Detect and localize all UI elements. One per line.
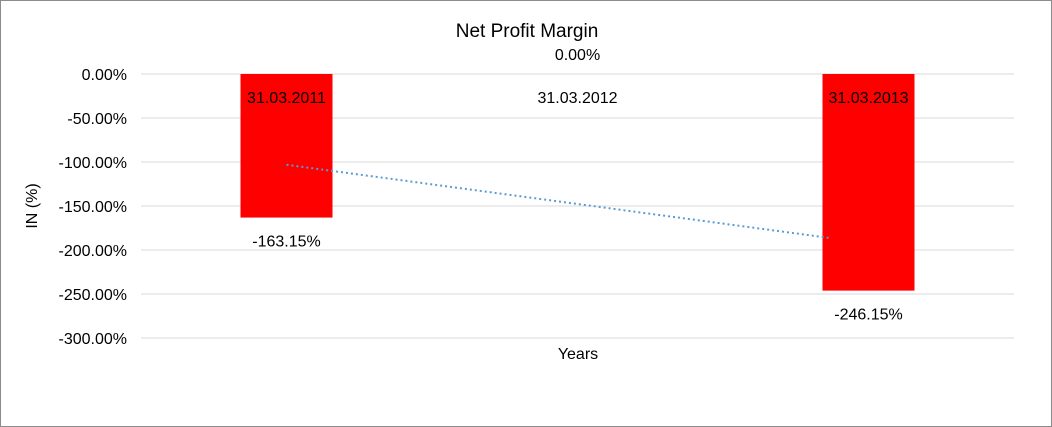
data-label: 0.00% — [555, 47, 600, 64]
data-label: -163.15% — [252, 234, 321, 251]
y-tick-label: -50.00% — [67, 111, 127, 128]
y-tick-label: 0.00% — [82, 67, 127, 84]
bar-31.03.2013 — [822, 74, 915, 291]
y-tick-label: -250.00% — [59, 287, 128, 304]
chart-title: Net Profit Margin — [456, 21, 599, 42]
y-tick-label: -150.00% — [59, 199, 128, 216]
y-tick-label: -200.00% — [59, 243, 128, 260]
y-tick-label: -100.00% — [59, 155, 128, 172]
category-labels: 31.03.2011 31.03.2012 31.03.2013 — [247, 90, 909, 107]
data-labels: -163.15% 0.00% -246.15% — [252, 47, 903, 324]
category-label: 31.03.2012 — [537, 90, 617, 107]
y-axis-label: IN (%) — [24, 183, 41, 228]
bar-31.03.2011 — [240, 74, 333, 218]
y-tick-labels: 0.00% -50.00% -100.00% -150.00% -200.00% -250… — [59, 67, 128, 348]
category-label: 31.03.2011 — [247, 90, 326, 107]
trendline — [286, 163, 829, 239]
y-tick-label: -300.00% — [59, 331, 128, 348]
category-label: 31.03.2013 — [828, 90, 908, 107]
bars — [240, 74, 915, 291]
data-label: -246.15% — [834, 307, 903, 324]
x-axis-label: Years — [558, 346, 598, 363]
